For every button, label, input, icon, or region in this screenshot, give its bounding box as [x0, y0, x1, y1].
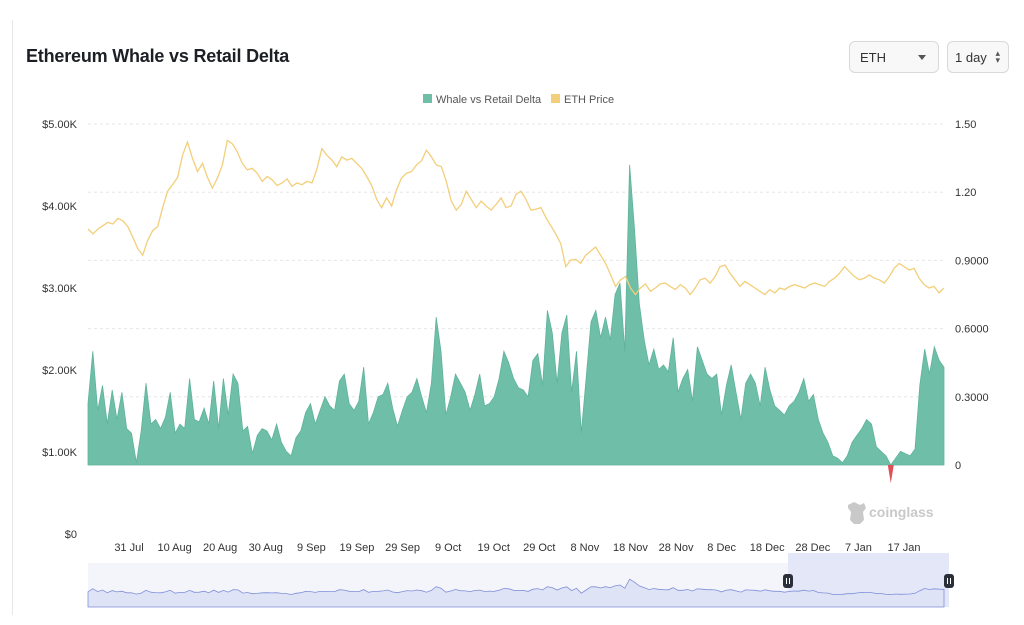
chart-card [12, 20, 1013, 615]
interval-select-value: 1 day [955, 49, 987, 65]
x-tick-label: 19 Oct [478, 542, 510, 554]
legend-label-price: ETH Price [564, 94, 614, 106]
left-tick-label: $0 [65, 529, 77, 541]
x-tick-label: 7 Jan [845, 542, 872, 554]
right-axis: 0 0.3000 0.6000 0.9000 1.20 1.50 [955, 119, 989, 472]
delta-area [87, 164, 945, 466]
legend-swatch-delta [423, 94, 432, 103]
x-tick-label: 20 Aug [203, 542, 237, 554]
navigator-handle-right[interactable] [944, 574, 954, 588]
coinglass-logo-icon [848, 502, 866, 524]
right-tick-label: 1.20 [955, 187, 976, 199]
x-tick-label: 18 Dec [750, 542, 785, 554]
right-tick-label: 0 [955, 460, 961, 472]
legend-label-delta: Whale vs Retail Delta [436, 94, 542, 106]
watermark-text: coinglass [869, 504, 934, 520]
page-title: Ethereum Whale vs Retail Delta [26, 46, 290, 66]
left-axis: $0 $1.00K $2.00K $3.00K $4.00K $5.00K [42, 119, 78, 541]
legend-swatch-price [551, 94, 560, 103]
left-tick-label: $2.00K [42, 365, 78, 377]
delta-negative-area [887, 465, 894, 484]
x-axis: 31 Jul 10 Aug 20 Aug 30 Aug 9 Sep 19 Sep 29 Se… [114, 542, 920, 554]
left-tick-label: $1.00K [42, 447, 78, 459]
interval-select[interactable]: 1 day ▴ ▾ [947, 41, 1009, 73]
right-tick-label: 1.50 [955, 119, 976, 131]
left-tick-label: $4.00K [42, 201, 78, 213]
left-tick-label: $5.00K [42, 119, 78, 131]
x-tick-label: 8 Dec [707, 542, 736, 554]
x-tick-label: 19 Sep [340, 542, 375, 554]
right-tick-label: 0.9000 [955, 255, 989, 267]
x-tick-label: 31 Jul [114, 542, 143, 554]
x-tick-label: 28 Dec [795, 542, 830, 554]
x-tick-label: 18 Nov [613, 542, 648, 554]
navigator[interactable] [87, 553, 954, 608]
chevron-down-icon [918, 55, 926, 60]
price-line [87, 139, 945, 296]
x-tick-label: 30 Aug [249, 542, 283, 554]
x-tick-label: 9 Oct [435, 542, 461, 554]
navigator-series [87, 578, 945, 608]
series-layer [87, 139, 945, 484]
right-tick-label: 0.3000 [955, 392, 989, 404]
right-tick-label: 0.6000 [955, 324, 989, 336]
x-tick-label: 9 Sep [297, 542, 326, 554]
x-tick-label: 8 Nov [571, 542, 600, 554]
x-tick-label: 28 Nov [659, 542, 694, 554]
left-tick-label: $3.00K [42, 283, 78, 295]
coin-select[interactable]: ETH [849, 41, 939, 73]
watermark: coinglass [848, 502, 934, 524]
navigator-handle-left[interactable] [783, 574, 793, 588]
coin-select-value: ETH [860, 49, 886, 65]
x-tick-label: 29 Sep [385, 542, 420, 554]
legend[interactable]: Whale vs Retail Delta ETH Price [423, 94, 614, 106]
up-down-chevron-icon: ▴ ▾ [995, 48, 1000, 65]
x-tick-label: 17 Jan [887, 542, 920, 554]
x-tick-label: 29 Oct [523, 542, 555, 554]
x-tick-label: 10 Aug [157, 542, 191, 554]
